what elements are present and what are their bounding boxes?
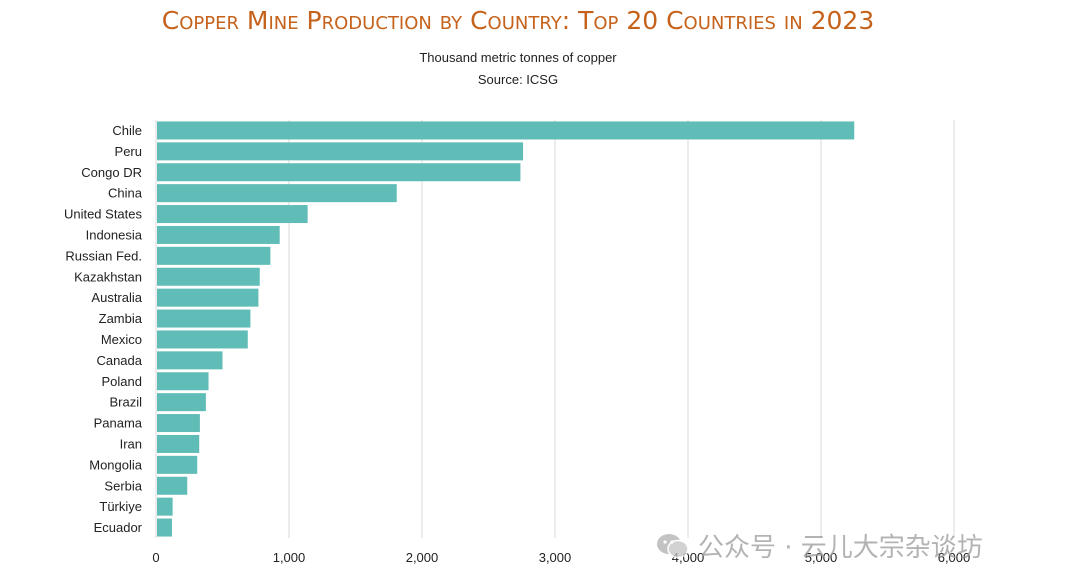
chart-subtitle: Thousand metric tonnes of copper: [419, 50, 617, 65]
category-label: Congo DR: [81, 165, 142, 180]
bar-brazil: [157, 393, 206, 412]
category-label: Indonesia: [86, 227, 143, 242]
category-label: China: [108, 186, 143, 201]
bar-russian-fed-: [157, 246, 271, 265]
bars: [157, 121, 855, 537]
x-tick-label: 6,000: [938, 550, 971, 565]
category-label: Australia: [91, 290, 142, 305]
bar-chile: [157, 121, 855, 140]
chart-source: Source: ICSG: [477, 72, 559, 87]
category-labels: Chile Peru Congo DR China United States Indon…: [64, 123, 143, 535]
bar-china: [157, 184, 397, 203]
bar-panama: [157, 414, 200, 433]
category-label: Ecuador: [94, 520, 143, 535]
category-label: Mongolia: [89, 457, 143, 472]
bar-t-rkiye: [157, 497, 173, 516]
category-label: Iran: [120, 436, 142, 451]
category-label: Türkiye: [99, 499, 142, 514]
bar-united-states: [157, 205, 308, 224]
x-tick-label: 0: [152, 550, 159, 565]
bar-iran: [157, 434, 200, 453]
chart-title: Copper Mine Production by Country: Top 2…: [161, 6, 875, 35]
watermark-text: 公众号 · 云儿大宗杂谈坊: [698, 533, 983, 563]
x-tick-label: 2,000: [406, 550, 439, 565]
bar-ecuador: [157, 518, 172, 537]
bar-kazakhstan: [157, 267, 260, 286]
category-label: Mexico: [101, 332, 142, 347]
category-label: Serbia: [104, 478, 142, 493]
x-tick-label: 3,000: [539, 550, 572, 565]
bar-serbia: [157, 476, 188, 495]
category-label: Russian Fed.: [65, 248, 142, 263]
category-label: Poland: [102, 374, 142, 389]
bar-mexico: [157, 330, 248, 349]
category-label: Canada: [96, 353, 142, 368]
category-label: Peru: [115, 144, 142, 159]
bar-mongolia: [157, 455, 198, 474]
bar-canada: [157, 351, 223, 370]
bar-peru: [157, 142, 524, 161]
category-label: Brazil: [109, 395, 142, 410]
x-tick-label: 1,000: [273, 550, 306, 565]
category-label: Panama: [94, 416, 143, 431]
category-label: Chile: [112, 123, 142, 138]
category-label: United States: [64, 207, 143, 222]
bar-zambia: [157, 309, 251, 328]
gridlines: [155, 120, 955, 538]
bar-poland: [157, 372, 209, 391]
bar-indonesia: [157, 225, 280, 244]
category-label: Kazakhstan: [74, 269, 142, 284]
x-tick-label: 5,000: [805, 550, 838, 565]
category-label: Zambia: [99, 311, 143, 326]
watermark: 公众号 · 云儿大宗杂谈坊: [656, 527, 983, 564]
wechat-icon: [657, 534, 689, 559]
bar-australia: [157, 288, 259, 307]
bar-congo-dr: [157, 163, 521, 182]
